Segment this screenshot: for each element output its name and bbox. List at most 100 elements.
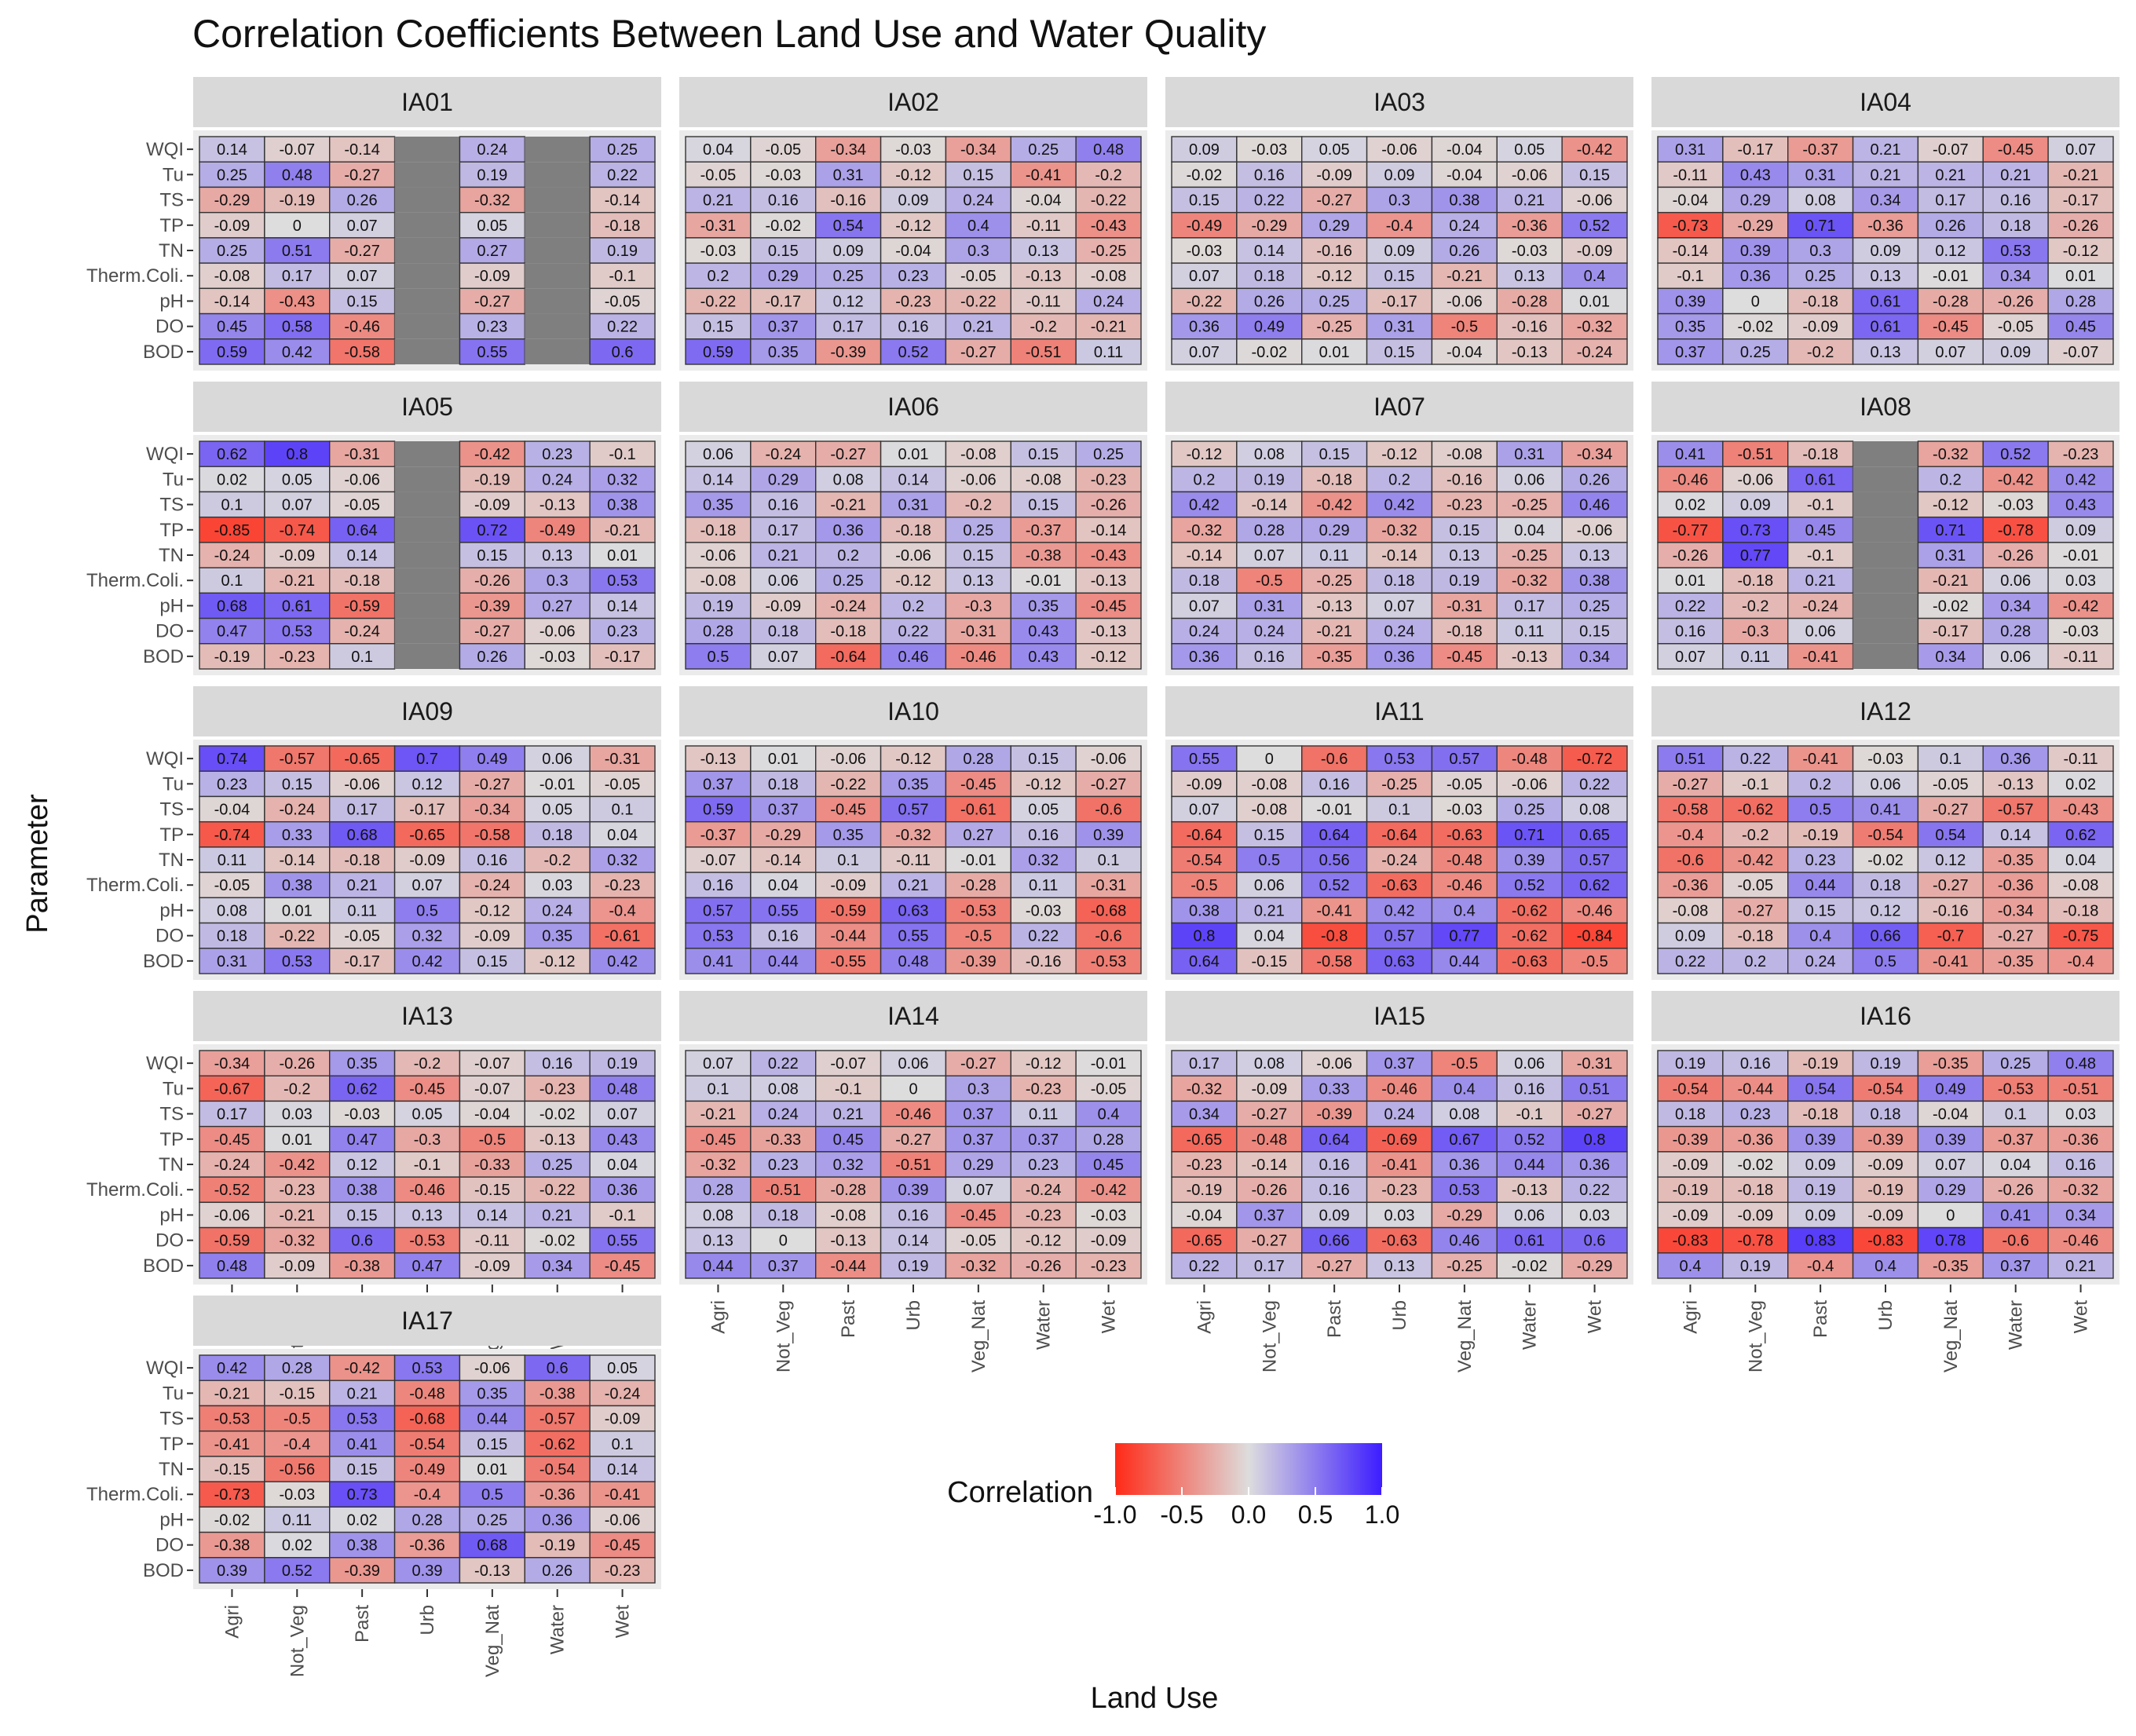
y-tick-label-tp: TP xyxy=(159,1434,184,1455)
heatmap-cell xyxy=(589,466,656,493)
heatmap-cell xyxy=(589,1557,656,1584)
heatmap-cell xyxy=(524,516,591,543)
cell-value-label: -0.13 xyxy=(539,1131,576,1149)
heatmap-cell xyxy=(1787,136,1854,163)
cell-value-label: -0.58 xyxy=(1316,953,1352,970)
heatmap-cell xyxy=(1431,1252,1498,1279)
cell-value-label: -0.2 xyxy=(543,852,570,869)
heatmap-cell xyxy=(459,1050,525,1076)
heatmap-cell xyxy=(589,770,656,798)
heatmap-cell xyxy=(264,1506,331,1533)
cell-value-label: 0.06 xyxy=(898,1055,929,1073)
heatmap-cell xyxy=(1722,338,1789,365)
cell-value-label: 0.11 xyxy=(1319,547,1348,565)
panel-title: IA13 xyxy=(401,1002,453,1030)
cell-value-label: 0.17 xyxy=(1514,598,1545,615)
cell-value-label: 0.32 xyxy=(412,928,443,945)
heatmap-cell xyxy=(264,1151,331,1178)
cell-value-label: 0.31 xyxy=(1935,547,1966,565)
cell-value-label: 0.18 xyxy=(1254,268,1285,285)
cell-value-label: -0.4 xyxy=(283,1436,310,1453)
cell-value-label: 0.29 xyxy=(768,268,799,285)
cell-value-label: -0.09 xyxy=(214,217,251,235)
cell-value-label: 0.7 xyxy=(416,751,438,768)
heatmap-cell xyxy=(1366,1100,1433,1127)
heatmap-cell xyxy=(2047,592,2114,619)
heatmap-cell xyxy=(2047,643,2114,670)
cell-value-label: 0.58 xyxy=(282,319,313,336)
heatmap-cell xyxy=(1852,1201,1919,1229)
cell-value-label: 0.53 xyxy=(1449,1182,1479,1199)
cell-value-label: 0.64 xyxy=(1319,827,1350,844)
cell-value-label: 0.67 xyxy=(1449,1131,1479,1149)
panel-strip xyxy=(1165,991,1633,1041)
cell-value-label: 0.37 xyxy=(963,1131,993,1149)
legend-tick-label: 0.5 xyxy=(1298,1500,1333,1529)
cell-value-label: 0.23 xyxy=(1028,1157,1059,1174)
cell-value-label: -0.24 xyxy=(1026,1182,1062,1199)
cell-value-label: -0.06 xyxy=(960,471,997,488)
cell-value-label: -0.6 xyxy=(1095,928,1121,945)
cell-value-label: -0.23 xyxy=(1091,1258,1127,1275)
cell-value-label: -0.39 xyxy=(474,598,510,615)
heatmap-cell xyxy=(1982,211,2049,239)
heatmap-cell xyxy=(2047,287,2114,315)
cell-value-label: 0.07 xyxy=(1254,547,1285,565)
cell-value-label: -0.34 xyxy=(1998,902,2034,919)
heatmap-cell-missing xyxy=(1853,466,1918,492)
y-tick-label-ts: TS xyxy=(159,495,184,516)
cell-value-label: -0.41 xyxy=(1933,953,1969,970)
heatmap-cell xyxy=(1787,897,1854,924)
heatmap-cell xyxy=(589,338,656,365)
cell-value-label: 0.63 xyxy=(1384,953,1415,970)
cell-value-label: -0.18 xyxy=(830,623,866,641)
y-tick-label-tn: TN xyxy=(159,545,184,566)
heatmap-cell xyxy=(815,161,882,188)
heatmap-cell xyxy=(2047,440,2114,467)
heatmap-cell xyxy=(1657,846,1724,873)
cell-value-label: -0.18 xyxy=(605,217,641,235)
heatmap-cell xyxy=(1431,211,1498,239)
cell-value-label: 0.34 xyxy=(1935,649,1966,666)
cell-value-label: -0.23 xyxy=(539,1080,576,1098)
cell-value-label: 0.13 xyxy=(1384,1258,1415,1275)
heatmap-cell xyxy=(1236,136,1303,163)
cell-value-label: 0.21 xyxy=(1935,166,1966,184)
heatmap-cell xyxy=(1431,643,1498,670)
cell-value-label: -0.18 xyxy=(1316,471,1352,488)
cell-value-label: -0.44 xyxy=(1737,1080,1773,1098)
cell-value-label: 0.06 xyxy=(1805,623,1836,641)
panel-strip xyxy=(1651,382,2120,432)
cell-value-label: 0.64 xyxy=(1319,1131,1350,1149)
cell-value-label: 0.06 xyxy=(1254,877,1285,894)
cell-value-label: 0.1 xyxy=(2005,1106,2027,1124)
cell-value-label: 0.06 xyxy=(2000,572,2031,590)
cell-value-label: -0.23 xyxy=(1187,1157,1223,1174)
y-tick-label-tp: TP xyxy=(159,1129,184,1150)
cell-value-label: -0.31 xyxy=(344,446,380,463)
heatmap-cell xyxy=(1075,1252,1142,1279)
cell-value-label: 0.49 xyxy=(1935,1080,1966,1098)
cell-value-label: 0.28 xyxy=(1254,522,1285,539)
cell-value-label: 0.55 xyxy=(477,344,507,361)
cell-value-label: 0.16 xyxy=(1319,1182,1350,1199)
cell-value-label: 0.18 xyxy=(1675,1106,1706,1124)
cell-value-label: 0.46 xyxy=(1449,1233,1479,1250)
heatmap-cell xyxy=(524,1405,591,1432)
heatmap-cell xyxy=(1496,338,1563,365)
cell-value-label: -0.08 xyxy=(1026,471,1062,488)
heatmap-cell xyxy=(1657,1176,1724,1204)
heatmap-cell xyxy=(1657,897,1724,924)
cell-value-label: -0.19 xyxy=(279,192,315,210)
cell-value-label: -0.22 xyxy=(700,293,737,310)
cell-value-label: 0.07 xyxy=(768,649,799,666)
cell-value-label: 0.05 xyxy=(1319,141,1350,159)
panel-strip xyxy=(1651,77,2120,127)
heatmap-cell xyxy=(1301,211,1368,239)
heatmap-cell xyxy=(1982,1125,2049,1153)
heatmap-cell xyxy=(945,312,1011,340)
cell-value-label: 0.21 xyxy=(1871,166,1901,184)
cell-value-label: 0.04 xyxy=(607,1157,638,1174)
cell-value-label: -0.05 xyxy=(1933,776,1969,793)
